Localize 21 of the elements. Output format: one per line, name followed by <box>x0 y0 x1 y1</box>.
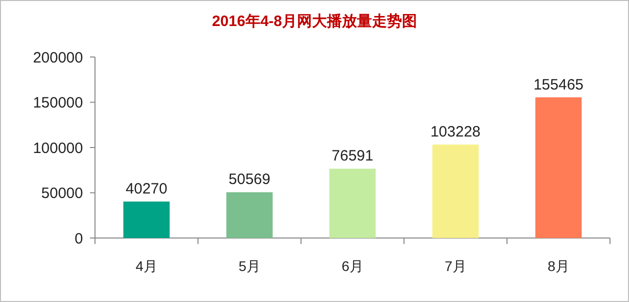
x-tick-label: 8月 <box>548 258 570 274</box>
bar <box>123 202 170 238</box>
x-tick-label: 4月 <box>136 258 158 274</box>
y-tick-label: 50000 <box>41 185 83 202</box>
data-label: 155465 <box>533 76 584 94</box>
y-tick-label: 0 <box>74 230 83 248</box>
bar <box>226 192 273 238</box>
data-label: 103228 <box>430 124 481 141</box>
y-tick-label: 150000 <box>32 94 83 112</box>
bar <box>535 97 582 238</box>
data-label: 40270 <box>126 180 168 198</box>
chart-title: 2016年4-8月网大播放量走势图 <box>212 13 418 30</box>
bar <box>329 168 376 238</box>
data-label: 76591 <box>332 148 374 165</box>
x-tick-label: 5月 <box>238 258 260 274</box>
bar <box>432 144 479 238</box>
x-tick-label: 7月 <box>444 258 466 274</box>
x-tick-label: 6月 <box>342 258 364 274</box>
y-tick-label: 200000 <box>32 49 83 66</box>
data-label: 50569 <box>228 171 270 188</box>
y-tick-label: 100000 <box>32 140 83 157</box>
